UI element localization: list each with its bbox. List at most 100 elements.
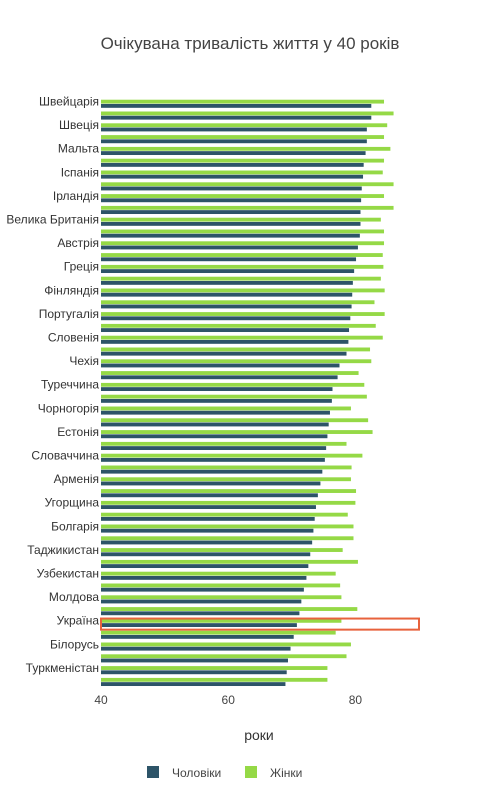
bar-men (101, 316, 351, 321)
bar-women (101, 194, 385, 198)
bar-men (101, 493, 318, 498)
bar-men (101, 351, 347, 356)
bar-women (101, 465, 352, 470)
bar-women (101, 205, 394, 210)
bar-women (101, 430, 373, 434)
legend: Чоловіки Жінки (147, 766, 302, 780)
bar-men (101, 292, 353, 297)
x-tick-label: 60 (222, 693, 236, 707)
bar-men (101, 564, 309, 569)
x-tick-labels: 40 60 80 (94, 693, 362, 707)
y-tick-label: Чехія (69, 354, 99, 368)
y-tick-label: Португалія (39, 307, 99, 321)
y-tick-label: Велика Британія (6, 212, 99, 226)
bar-women (101, 371, 359, 375)
x-tick-label: 40 (94, 693, 108, 707)
bar-men (101, 375, 338, 380)
bar-men (101, 505, 316, 510)
y-tick-label: Угорщина (45, 496, 100, 510)
bar-women (101, 229, 385, 234)
bar-women (101, 312, 385, 316)
bar-men (101, 528, 314, 533)
bar-women (101, 607, 358, 611)
bar-women (101, 394, 367, 399)
bar-women (101, 323, 376, 328)
x-tick-label: 80 (349, 693, 363, 707)
y-tick-labels: Швейцарія Швеція Мальта Іспанія Ірландія Вели… (6, 94, 99, 674)
bar-men (101, 422, 329, 427)
bar-men (101, 257, 357, 262)
bar-women (101, 335, 383, 340)
bar-women (101, 99, 385, 104)
bar-men (101, 646, 291, 651)
bar-women (101, 135, 385, 139)
y-tick-label: Чорногорія (38, 401, 99, 415)
bar-men (101, 339, 349, 344)
bar-women (101, 559, 358, 564)
y-tick-label: Україна (57, 614, 100, 628)
bar-men (101, 115, 372, 120)
bar-men (101, 280, 353, 285)
bar-men (101, 233, 360, 238)
bar-men (101, 457, 325, 462)
bar-men (101, 481, 321, 486)
bar-men (101, 210, 361, 215)
bar-men (101, 127, 367, 132)
bar-women (101, 630, 336, 635)
bar-women (101, 536, 354, 541)
bar-men (101, 611, 300, 616)
bar-women (101, 453, 363, 458)
bar-women (101, 512, 348, 517)
bar-women (101, 595, 342, 600)
bar-men (101, 658, 288, 663)
x-axis-title: роки (244, 727, 274, 743)
y-tick-label: Мальта (58, 142, 99, 156)
bar-men (101, 151, 366, 156)
bar-women (101, 418, 369, 423)
chart-title: Очікувана тривалість життя у 40 років (100, 34, 400, 53)
bar-women (101, 618, 342, 623)
bar-women (101, 347, 371, 352)
bar-men (101, 446, 327, 451)
highlight-box (100, 617, 420, 631)
bar-women (101, 477, 351, 482)
bar-men (101, 398, 332, 403)
bar-men (101, 410, 330, 415)
bar-women (101, 359, 372, 364)
y-tick-label: Словенія (48, 330, 99, 344)
bar-men (101, 245, 358, 250)
bar-men (101, 186, 362, 191)
bar-men (101, 682, 286, 687)
y-tick-label: Фінляндія (44, 283, 99, 297)
bar-men (101, 174, 364, 179)
bar-men (101, 670, 287, 675)
legend-swatch-women (245, 766, 257, 778)
bar-men (101, 269, 355, 274)
legend-swatch-men (147, 766, 159, 778)
bar-men (101, 103, 372, 108)
bar-women (101, 253, 383, 257)
bar-women (101, 382, 365, 387)
bar-men (101, 623, 297, 628)
bar-men (101, 162, 364, 167)
y-tick-label: Білорусь (50, 637, 99, 651)
y-tick-label: Естонія (57, 425, 99, 439)
bar-men (101, 587, 304, 592)
bar-men (101, 434, 328, 439)
bar-men (101, 540, 313, 545)
bar-men (101, 599, 302, 604)
bar-women (101, 217, 381, 222)
bar-women (101, 123, 388, 128)
bar-women (101, 548, 343, 552)
bar-women (101, 654, 347, 659)
bar-men (101, 139, 367, 144)
bar-women (101, 571, 336, 576)
bar-women (101, 170, 383, 175)
y-tick-label: Ірландія (53, 189, 99, 203)
y-tick-label: Болгарія (51, 519, 99, 533)
y-tick-label: Туреччина (41, 378, 99, 392)
bar-women (101, 489, 357, 493)
bar-men (101, 387, 333, 392)
bar-women (101, 111, 394, 116)
